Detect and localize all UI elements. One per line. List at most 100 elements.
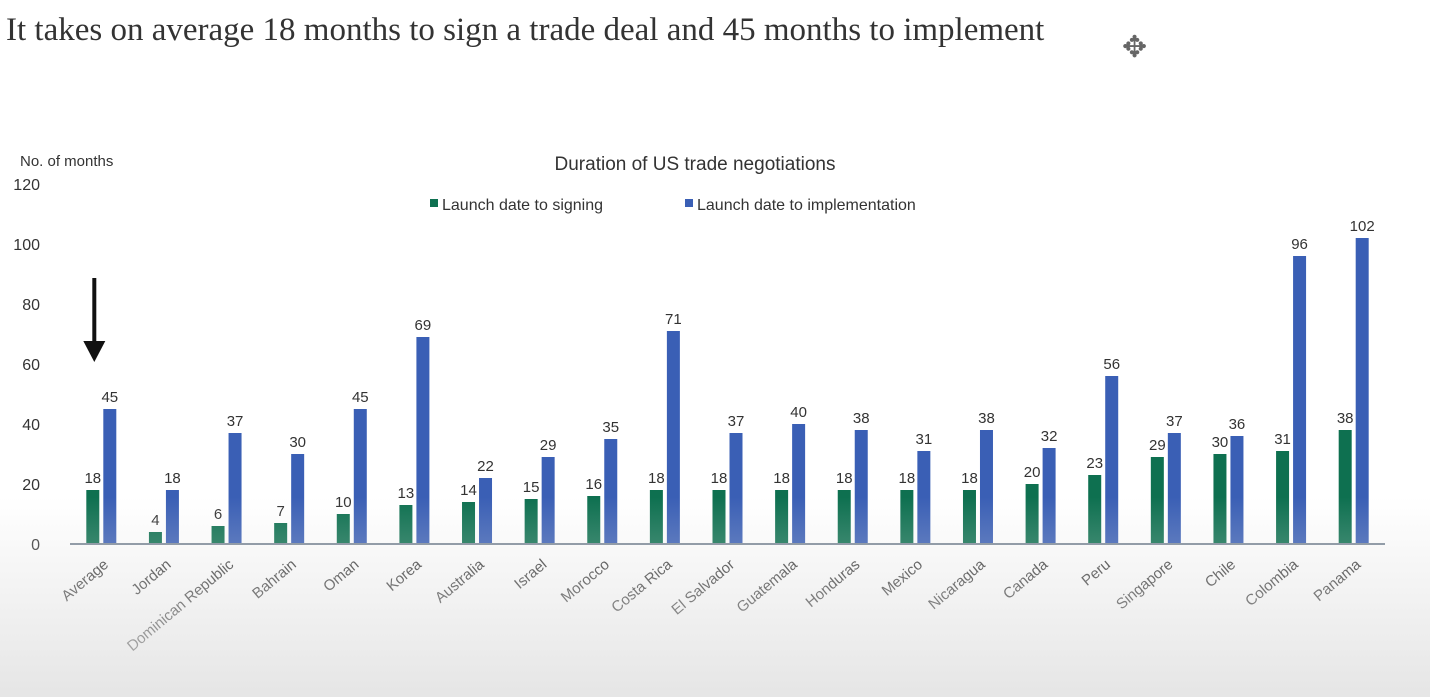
value-label-signing: 18 [773, 470, 790, 487]
bar-signing [1025, 484, 1039, 544]
bar-implementation [291, 454, 305, 544]
bar-signing [649, 490, 663, 544]
x-category-label: Colombia [1242, 556, 1302, 610]
bar-signing [336, 514, 350, 544]
down-arrow-icon [83, 278, 106, 362]
bar-signing [1276, 451, 1290, 544]
bar-signing [1338, 430, 1352, 544]
value-label-implementation: 71 [665, 311, 682, 328]
bar-implementation [1230, 436, 1244, 544]
value-label-implementation: 38 [978, 410, 995, 427]
value-label-implementation: 56 [1103, 356, 1120, 373]
bar-implementation [1042, 448, 1056, 544]
value-label-signing: 14 [460, 482, 477, 499]
value-label-signing: 20 [1024, 464, 1041, 481]
legend-swatch [685, 199, 693, 207]
x-category-label: Mexico [879, 556, 926, 600]
value-label-signing: 13 [398, 485, 415, 502]
chart-title: Duration of US trade negotiations [555, 154, 836, 175]
y-tick-label: 0 [31, 537, 40, 554]
chart-legend: Launch date to signing Launch date to imp… [430, 197, 916, 214]
value-label-signing: 18 [711, 470, 728, 487]
value-label-signing: 15 [523, 479, 540, 496]
x-category-label: Panama [1311, 556, 1365, 605]
x-category-label: Australia [432, 556, 488, 607]
bar-signing [1213, 454, 1227, 544]
bar-signing [712, 490, 726, 544]
bar-signing [274, 523, 288, 544]
bar-signing [1088, 475, 1102, 544]
slide-title: It takes on average 18 months to sign a … [6, 12, 1045, 48]
x-category-label: Dominican Republic [124, 556, 237, 655]
bar-implementation [917, 451, 931, 544]
value-label-implementation: 29 [540, 437, 557, 454]
value-label-implementation: 35 [602, 419, 619, 436]
value-label-implementation: 96 [1291, 236, 1308, 253]
bar-signing [524, 499, 538, 544]
bar-implementation [1293, 256, 1307, 544]
value-label-signing: 4 [151, 512, 159, 529]
y-tick-label: 20 [22, 477, 40, 494]
x-category-label: Peru [1079, 556, 1114, 589]
value-label-implementation: 36 [1229, 416, 1246, 433]
bar-implementation [729, 433, 743, 544]
bar-implementation [541, 457, 555, 544]
bar-implementation [1167, 433, 1181, 544]
arrow-head [83, 341, 106, 362]
bar-implementation [416, 337, 430, 544]
value-label-implementation: 37 [227, 413, 244, 430]
bar-implementation [979, 430, 993, 544]
bar-signing [962, 490, 976, 544]
value-label-signing: 29 [1149, 437, 1166, 454]
y-tick-label: 100 [13, 237, 40, 254]
x-category-label: Singapore [1113, 556, 1176, 613]
bar-implementation [353, 409, 367, 544]
y-axis-ticks: 0 20 40 60 80 100 120 [13, 177, 40, 554]
legend-label: Launch date to implementation [697, 197, 916, 214]
value-label-implementation: 32 [1041, 428, 1058, 445]
x-category-label: Oman [320, 556, 362, 595]
bar-implementation [854, 430, 868, 544]
x-category-label: El Salvador [668, 556, 738, 618]
move-cursor-icon: ✥ [1122, 31, 1148, 64]
y-tick-label: 120 [13, 177, 40, 194]
value-label-signing: 38 [1337, 410, 1354, 427]
y-tick-label: 60 [22, 357, 40, 374]
value-label-signing: 6 [214, 506, 222, 523]
x-category-label: Bahrain [249, 556, 300, 602]
value-label-implementation: 38 [853, 410, 870, 427]
y-tick-label: 40 [22, 417, 40, 434]
y-axis-title: No. of months [20, 153, 113, 170]
x-category-label: Morocco [558, 556, 613, 606]
value-label-implementation: 30 [289, 434, 306, 451]
y-tick-label: 80 [22, 297, 40, 314]
bar-signing [587, 496, 601, 544]
value-label-implementation: 18 [164, 470, 181, 487]
value-label-signing: 31 [1274, 431, 1291, 448]
x-category-label: Nicaragua [925, 556, 989, 613]
legend-label: Launch date to signing [442, 197, 603, 214]
value-label-signing: 16 [585, 476, 602, 493]
x-category-label: Korea [383, 556, 425, 595]
value-label-implementation: 69 [415, 317, 432, 334]
value-label-implementation: 102 [1350, 218, 1375, 235]
legend-swatch [430, 199, 438, 207]
value-label-implementation: 45 [101, 389, 118, 406]
value-label-signing: 30 [1212, 434, 1229, 451]
x-category-label: Guatemala [734, 556, 802, 617]
bar-implementation [479, 478, 493, 544]
bar-signing [148, 532, 162, 544]
value-label-signing: 23 [1086, 455, 1103, 472]
value-label-signing: 18 [84, 470, 101, 487]
x-category-label: Jordan [128, 556, 174, 599]
bar-implementation [604, 439, 618, 544]
value-label-signing: 18 [648, 470, 665, 487]
value-label-implementation: 45 [352, 389, 369, 406]
value-label-signing: 7 [276, 503, 284, 520]
x-category-label: Honduras [803, 556, 864, 611]
value-label-signing: 10 [335, 494, 352, 511]
chart-bars [86, 238, 1369, 544]
bar-implementation [792, 424, 806, 544]
